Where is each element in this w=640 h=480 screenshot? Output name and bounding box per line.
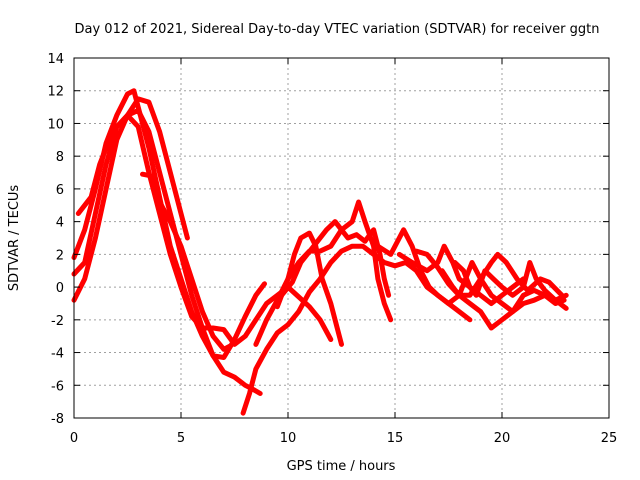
series-arc-13 bbox=[439, 260, 567, 315]
y-tick-label: 12 bbox=[47, 85, 64, 100]
x-axis-label: GPS time / hours bbox=[287, 459, 396, 474]
y-tick-label: 2 bbox=[56, 248, 64, 263]
series-arc-8 bbox=[274, 230, 344, 347]
y-tick-label: 4 bbox=[56, 216, 64, 231]
series-arc-5 bbox=[140, 171, 233, 352]
x-tick-label: 5 bbox=[177, 431, 185, 446]
y-tick-label: 10 bbox=[47, 117, 64, 132]
chart-title: Day 012 of 2021, Sidereal Day-to-day VTE… bbox=[75, 22, 600, 37]
x-tick-label: 10 bbox=[280, 431, 297, 446]
y-tick-label: -2 bbox=[51, 314, 64, 329]
y-tick-label: 0 bbox=[56, 281, 64, 296]
x-tick-label: 25 bbox=[601, 431, 618, 446]
y-tick-label: -4 bbox=[51, 347, 64, 362]
series-arc-9 bbox=[279, 219, 392, 298]
series-arc-3 bbox=[71, 107, 263, 396]
series-arc-14 bbox=[452, 260, 569, 303]
y-tick-label: -8 bbox=[51, 412, 64, 427]
series-arc-10 bbox=[375, 227, 473, 323]
x-tick-label: 0 bbox=[70, 431, 78, 446]
y-tick-label: 6 bbox=[56, 183, 64, 198]
data-series bbox=[71, 88, 569, 416]
y-tick-label: -6 bbox=[51, 379, 64, 394]
y-tick-label: 14 bbox=[47, 52, 64, 67]
series-arc-11 bbox=[396, 243, 526, 306]
plot-frame bbox=[73, 57, 610, 419]
x-tick-label: 15 bbox=[387, 431, 404, 446]
x-tick-label: 20 bbox=[494, 431, 511, 446]
y-axis-label: SDTVAR / TECUs bbox=[7, 185, 22, 292]
y-tick-label: 8 bbox=[56, 150, 64, 165]
series-arc-4 bbox=[75, 96, 190, 241]
axis-ticks: 0 5 10 15 20 25 -8 -6 -4 -2 0 2 4 6 8 10 12 14 bbox=[47, 52, 617, 446]
